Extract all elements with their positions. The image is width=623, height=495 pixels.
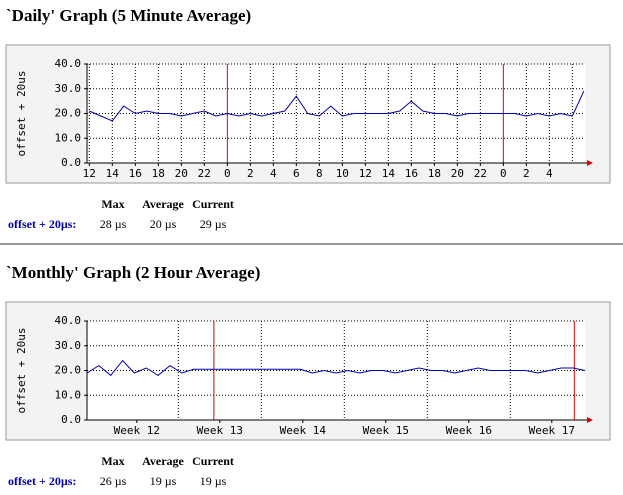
x-tick-label: 14 (106, 167, 120, 180)
stats-value: 26 µs (100, 474, 127, 488)
y-tick-label: 40.0 (55, 57, 82, 70)
y-tick-label: 40.0 (55, 314, 82, 327)
x-tick-label: Week 14 (280, 424, 327, 437)
x-tick-label: 12 (359, 167, 372, 180)
stats-value: 29 µs (200, 217, 227, 231)
x-tick-label: 18 (152, 167, 165, 180)
data-line (86, 359, 586, 377)
stats-header: Current (192, 197, 234, 211)
x-tick-label: 0 (500, 167, 507, 180)
x-tick-label: 16 (129, 167, 142, 180)
x-tick-label: 12 (83, 167, 96, 180)
x-tick-label: Week 16 (446, 424, 492, 437)
x-tick-label: 0 (224, 167, 231, 180)
stats-header: Average (142, 197, 184, 211)
x-tick-label: 8 (316, 167, 323, 180)
x-tick-label: 18 (428, 167, 441, 180)
legend-label: offset + 20µs: (8, 474, 76, 488)
x-tick-label: 4 (546, 167, 553, 180)
x-tick-label: 14 (382, 167, 396, 180)
chart-title: `Daily' Graph (5 Minute Average) (6, 6, 251, 25)
y-tick-label: 30.0 (55, 339, 82, 352)
x-tick-label: 2 (247, 167, 254, 180)
chart-title: `Monthly' Graph (2 Hour Average) (6, 263, 260, 282)
stats-value: 28 µs (100, 217, 127, 231)
axis-arrow (587, 160, 593, 166)
y-axis-label: offset + 20us (15, 327, 28, 413)
x-tick-label: 16 (405, 167, 418, 180)
x-tick-label: 20 (451, 167, 464, 180)
y-tick-label: 10.0 (55, 388, 82, 401)
stats-header: Max (101, 454, 124, 468)
x-tick-label: Week 12 (114, 424, 160, 437)
x-tick-label: 4 (270, 167, 277, 180)
y-tick-label: 30.0 (55, 82, 82, 95)
x-tick-label: Week 13 (197, 424, 243, 437)
axis-arrow (587, 417, 593, 423)
x-tick-label: 2 (523, 167, 530, 180)
stats-header: Current (192, 454, 234, 468)
y-tick-label: 10.0 (55, 131, 82, 144)
stats-value: 19 µs (150, 474, 177, 488)
data-line (89, 90, 585, 122)
legend-label: offset + 20µs: (8, 217, 76, 231)
stats-header: Average (142, 454, 184, 468)
x-tick-label: 6 (293, 167, 300, 180)
y-tick-label: 0.0 (61, 413, 81, 426)
stats-value: 20 µs (150, 217, 177, 231)
x-tick-label: 20 (175, 167, 188, 180)
x-tick-label: 22 (474, 167, 487, 180)
y-axis-label: offset + 20us (15, 70, 28, 156)
x-tick-label: 22 (198, 167, 211, 180)
x-tick-label: Week 17 (529, 424, 575, 437)
stats-value: 19 µs (200, 474, 227, 488)
stats-header: Max (101, 197, 124, 211)
y-tick-label: 0.0 (61, 156, 81, 169)
x-tick-label: Week 15 (363, 424, 409, 437)
y-tick-label: 20.0 (55, 107, 82, 120)
x-tick-label: 10 (336, 167, 349, 180)
y-tick-label: 20.0 (55, 364, 82, 377)
